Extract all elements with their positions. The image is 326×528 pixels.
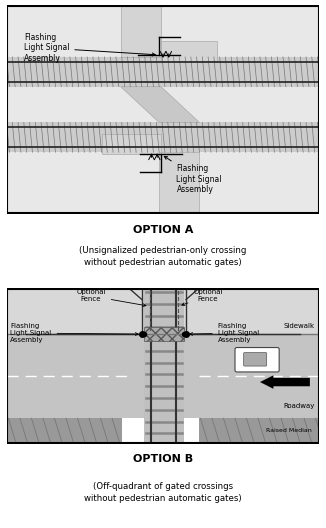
Bar bbox=[102, 135, 161, 154]
Polygon shape bbox=[121, 87, 200, 122]
Text: Flashing
Light Signal
Assembly: Flashing Light Signal Assembly bbox=[24, 33, 155, 63]
Text: Optional
Fence: Optional Fence bbox=[76, 289, 146, 307]
Text: (Off-quadrant of gated crossings
without pedestrian automatic gates): (Off-quadrant of gated crossings without… bbox=[84, 482, 242, 503]
Text: (Unsignalized pedestrian-only crossing
without pedestrian automatic gates): (Unsignalized pedestrian-only crossing w… bbox=[79, 247, 247, 267]
Bar bbox=[121, 5, 161, 57]
Bar bbox=[7, 288, 319, 334]
Bar bbox=[7, 122, 319, 152]
Text: Flashing
Light Signal
Assembly: Flashing Light Signal Assembly bbox=[190, 323, 259, 343]
Bar bbox=[144, 288, 184, 444]
FancyBboxPatch shape bbox=[244, 353, 267, 366]
Text: OPTION A: OPTION A bbox=[133, 225, 193, 235]
FancyArrow shape bbox=[260, 375, 310, 389]
Text: Optional
Fence: Optional Fence bbox=[182, 289, 223, 306]
Text: Roadway: Roadway bbox=[283, 403, 315, 409]
Text: OPTION B: OPTION B bbox=[133, 454, 193, 464]
FancyBboxPatch shape bbox=[235, 347, 279, 372]
Bar bbox=[144, 327, 184, 341]
Bar bbox=[161, 41, 217, 61]
Text: Raised Median: Raised Median bbox=[266, 428, 312, 433]
Bar bbox=[159, 152, 200, 214]
Bar bbox=[199, 418, 319, 444]
Text: Sidewalk: Sidewalk bbox=[284, 323, 315, 328]
Bar bbox=[7, 57, 319, 87]
Bar bbox=[7, 334, 319, 418]
Bar bbox=[7, 418, 122, 444]
Text: Flashing
Light Signal
Assembly: Flashing Light Signal Assembly bbox=[10, 323, 138, 343]
Text: Flashing
Light Signal
Assembly: Flashing Light Signal Assembly bbox=[164, 156, 222, 194]
